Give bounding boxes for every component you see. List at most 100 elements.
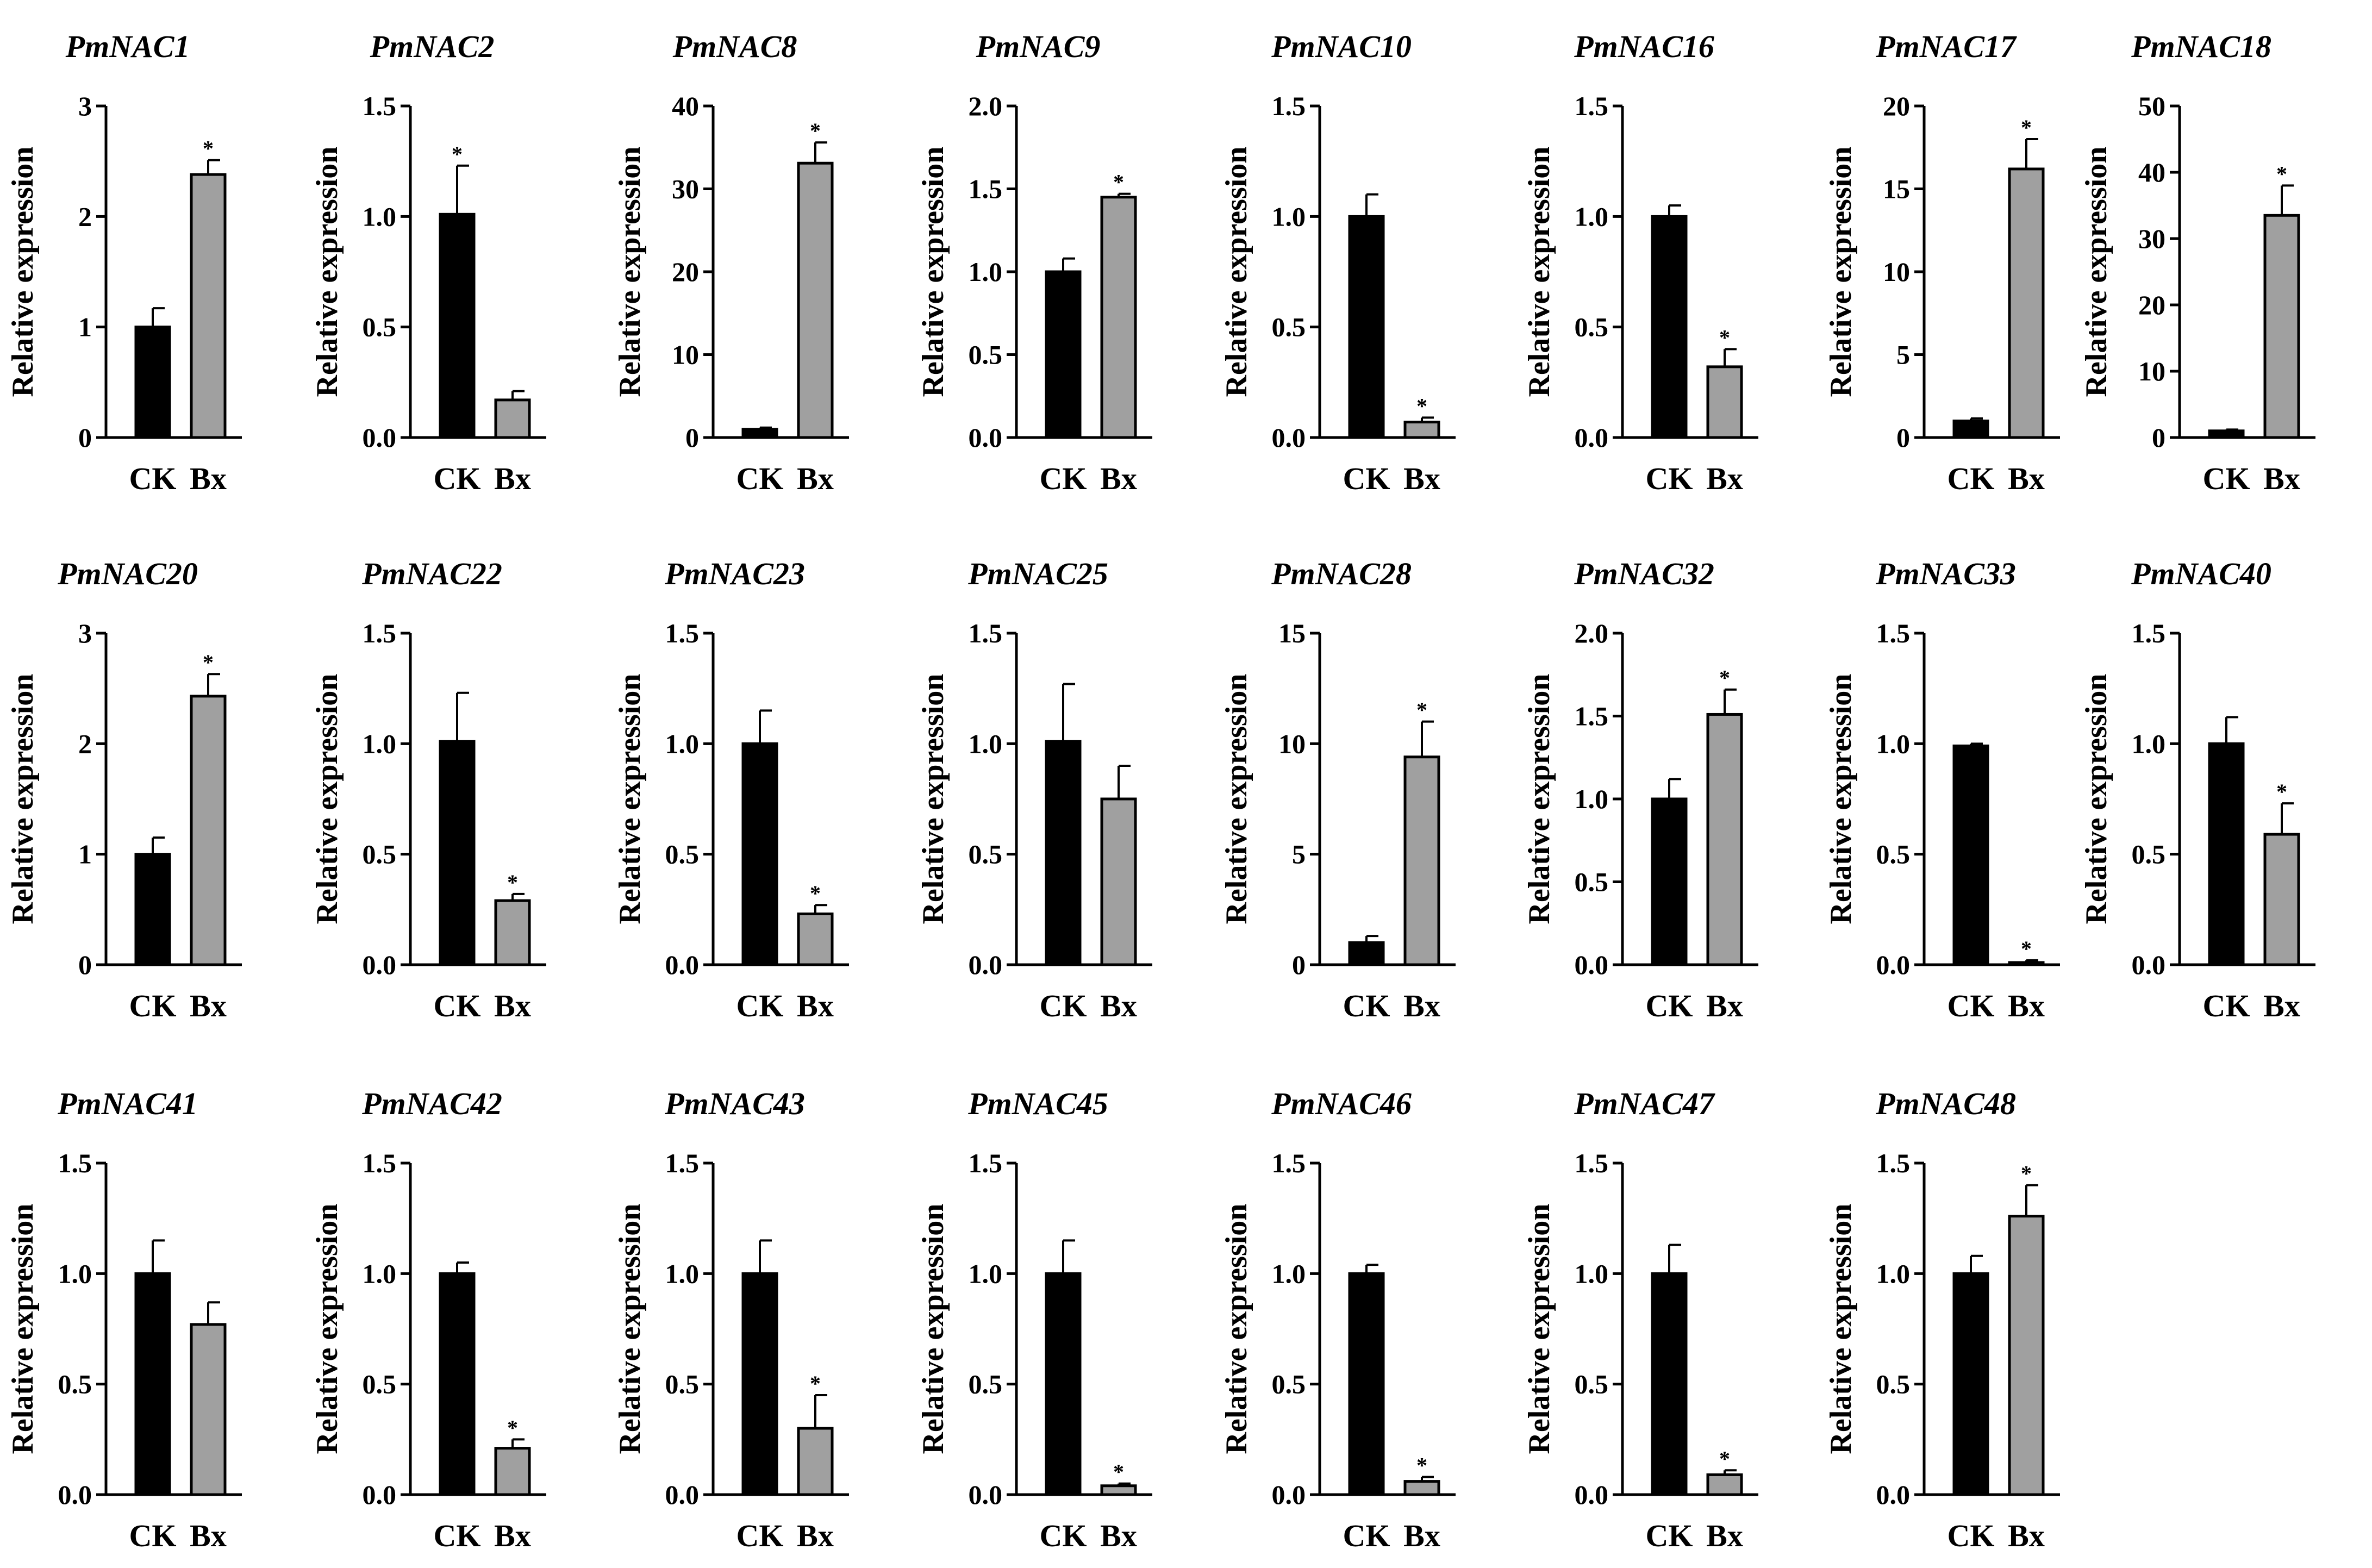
y-tick-label: 1.5 — [1575, 1148, 1609, 1178]
bar-CK — [741, 428, 778, 439]
y-tick-label: 0.5 — [969, 1369, 1003, 1400]
bar-Bx — [2008, 1215, 2045, 1496]
x-tick-label-Bx: Bx — [1403, 461, 1440, 496]
chart-panel-PmNAC20: PmNAC20 Relative expression 0 1 2 3 CK * Bx — [6, 556, 242, 1023]
chart-title: PmNAC48 — [1875, 1086, 2016, 1121]
y-tick-label: 1.0 — [1575, 201, 1609, 232]
x-tick-label-CK: CK — [1343, 461, 1390, 496]
x-tick-label-CK: CK — [736, 1518, 784, 1553]
chart-panel-PmNAC8: PmNAC8 Relative expression 0 10 20 30 40 CK * Bx — [613, 29, 849, 496]
chart-title: PmNAC45 — [967, 1086, 1108, 1121]
y-axis-label: Relative expression — [613, 1204, 647, 1454]
y-tick-label: 10 — [1883, 257, 1910, 287]
y-tick-label: 1.0 — [1876, 1258, 1911, 1289]
significance-marker: * — [2021, 1161, 2032, 1186]
y-tick-label: 1.5 — [1575, 701, 1609, 732]
bar-CK — [1651, 215, 1688, 439]
y-tick-label: 0.0 — [1575, 1479, 1609, 1510]
x-tick-label-Bx: Bx — [797, 988, 834, 1023]
bar-CK — [1348, 941, 1385, 966]
chart-title: PmNAC18 — [2131, 29, 2271, 64]
significance-marker: * — [1416, 698, 1427, 722]
bar-Bx — [2263, 214, 2300, 439]
y-tick-label: 1.0 — [1876, 728, 1911, 759]
y-tick-label: 5 — [1292, 839, 1306, 870]
y-tick-label: 1.5 — [1876, 1148, 1911, 1178]
y-axis-label: Relative expression — [6, 1204, 40, 1454]
bar-CK — [741, 742, 778, 966]
y-tick-label: 1.0 — [1272, 201, 1306, 232]
y-tick-label: 0 — [78, 949, 92, 980]
bar-CK — [1348, 1272, 1385, 1496]
y-tick-label: 0.5 — [363, 839, 397, 870]
y-tick-label: 0.0 — [363, 422, 397, 453]
bar-Bx — [1403, 755, 1440, 966]
chart-title: PmNAC22 — [361, 556, 502, 591]
y-tick-label: 1.0 — [2132, 728, 2166, 759]
y-tick-label: 0 — [1292, 949, 1306, 980]
chart-title: PmNAC23 — [664, 556, 805, 591]
x-tick-label-CK: CK — [1343, 1518, 1390, 1553]
y-tick-label: 0 — [2152, 422, 2165, 453]
y-tick-label: 20 — [2138, 290, 2165, 320]
bar-Bx — [190, 695, 227, 966]
y-axis-label: Relative expression — [1220, 147, 1253, 397]
y-tick-label: 15 — [1883, 174, 1910, 204]
bar-CK — [439, 740, 476, 966]
bar-CK — [1952, 744, 1989, 966]
y-tick-label: 1.5 — [363, 1148, 397, 1178]
x-tick-label-Bx: Bx — [1403, 988, 1440, 1023]
chart-title: PmNAC10 — [1271, 29, 1412, 64]
bar-CK — [1651, 1272, 1688, 1496]
y-axis-label: Relative expression — [916, 147, 950, 397]
y-tick-label: 0.0 — [363, 1479, 397, 1510]
x-tick-label-Bx: Bx — [797, 461, 834, 496]
significance-marker: * — [1719, 666, 1730, 690]
y-axis-label: Relative expression — [1522, 1204, 1556, 1454]
bar-CK — [1045, 740, 1082, 966]
y-tick-label: 0.0 — [1575, 949, 1609, 980]
chart-panel-PmNAC9: PmNAC9 Relative expression 0.0 0.5 1.0 1.5 2.0… — [916, 29, 1152, 496]
bar-Bx — [494, 1447, 531, 1496]
y-tick-label: 0.5 — [969, 340, 1003, 370]
x-tick-label-CK: CK — [2203, 988, 2250, 1023]
x-tick-label-Bx: Bx — [190, 461, 227, 496]
x-tick-label-CK: CK — [129, 461, 177, 496]
y-tick-label: 1.0 — [665, 1258, 700, 1289]
bar-Bx — [1100, 797, 1137, 966]
chart-title: PmNAC42 — [361, 1086, 502, 1121]
chart-panel-PmNAC17: PmNAC17 Relative expression 0 5 10 15 20 CK * Bx — [1824, 29, 2060, 496]
x-tick-label-Bx: Bx — [1100, 988, 1137, 1023]
y-tick-label: 0.5 — [363, 312, 397, 342]
y-tick-label: 0 — [685, 422, 699, 453]
bar-CK — [1651, 797, 1688, 966]
y-tick-label: 50 — [2138, 91, 2165, 121]
y-tick-label: 0 — [78, 422, 92, 453]
y-tick-label: 20 — [1883, 91, 1910, 121]
y-tick-label: 2.0 — [969, 91, 1003, 121]
x-tick-label-CK: CK — [434, 1518, 481, 1553]
x-tick-label-CK: CK — [1646, 461, 1693, 496]
y-tick-label: 0.5 — [1272, 312, 1306, 342]
bar-Bx — [2263, 833, 2300, 966]
chart-panel-PmNAC23: PmNAC23 Relative expression 0.0 0.5 1.0 1.5 CK… — [613, 556, 849, 1023]
chart-title: PmNAC32 — [1574, 556, 1714, 591]
x-tick-label-Bx: Bx — [1403, 1518, 1440, 1553]
x-tick-label-CK: CK — [129, 1518, 177, 1553]
x-tick-label-Bx: Bx — [1706, 988, 1743, 1023]
chart-panel-PmNAC33: PmNAC33 Relative expression 0.0 0.5 1.0 1.5 CK… — [1824, 556, 2060, 1023]
significance-marker: * — [2021, 115, 2032, 140]
y-tick-label: 0.0 — [969, 1479, 1003, 1510]
chart-panel-PmNAC41: PmNAC41 Relative expression 0.0 0.5 1.0 1.5 CK… — [6, 1086, 242, 1553]
bar-Bx — [1100, 1484, 1137, 1496]
chart-panel-PmNAC48: PmNAC48 Relative expression 0.0 0.5 1.0 1.5 CK… — [1824, 1086, 2060, 1553]
bar-Bx — [2008, 961, 2045, 966]
chart-title: PmNAC47 — [1574, 1086, 1715, 1121]
y-tick-label: 2 — [78, 728, 92, 759]
y-axis-label: Relative expression — [310, 147, 344, 397]
chart-panel-PmNAC25: PmNAC25 Relative expression 0.0 0.5 1.0 1.5 CK… — [916, 556, 1152, 1023]
x-tick-label-Bx: Bx — [797, 1518, 834, 1553]
significance-marker: * — [1416, 393, 1427, 418]
x-tick-label-CK: CK — [736, 988, 784, 1023]
significance-marker: * — [1719, 325, 1730, 349]
